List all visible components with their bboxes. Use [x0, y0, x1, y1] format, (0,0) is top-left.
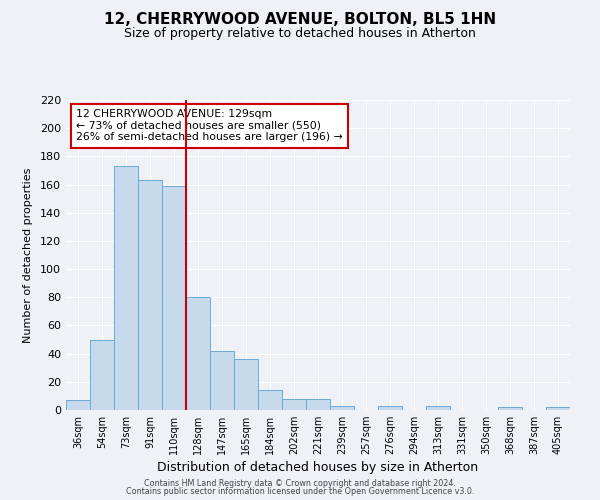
Bar — [162, 186, 186, 410]
Bar — [426, 406, 450, 410]
Bar — [234, 360, 258, 410]
Text: Contains public sector information licensed under the Open Government Licence v3: Contains public sector information licen… — [126, 487, 474, 496]
Text: 12, CHERRYWOOD AVENUE, BOLTON, BL5 1HN: 12, CHERRYWOOD AVENUE, BOLTON, BL5 1HN — [104, 12, 496, 28]
Bar — [210, 351, 234, 410]
Text: Contains HM Land Registry data © Crown copyright and database right 2024.: Contains HM Land Registry data © Crown c… — [144, 478, 456, 488]
Bar — [546, 407, 570, 410]
Bar — [138, 180, 162, 410]
Text: Size of property relative to detached houses in Atherton: Size of property relative to detached ho… — [124, 28, 476, 40]
Bar — [90, 340, 114, 410]
Text: 12 CHERRYWOOD AVENUE: 129sqm
← 73% of detached houses are smaller (550)
26% of s: 12 CHERRYWOOD AVENUE: 129sqm ← 73% of de… — [76, 110, 343, 142]
Bar — [330, 406, 354, 410]
Bar — [378, 406, 402, 410]
Bar — [306, 398, 330, 410]
Bar — [498, 407, 522, 410]
Bar — [114, 166, 138, 410]
Bar — [66, 400, 90, 410]
Bar — [282, 398, 306, 410]
Bar — [186, 298, 210, 410]
X-axis label: Distribution of detached houses by size in Atherton: Distribution of detached houses by size … — [157, 462, 479, 474]
Y-axis label: Number of detached properties: Number of detached properties — [23, 168, 33, 342]
Bar — [258, 390, 282, 410]
